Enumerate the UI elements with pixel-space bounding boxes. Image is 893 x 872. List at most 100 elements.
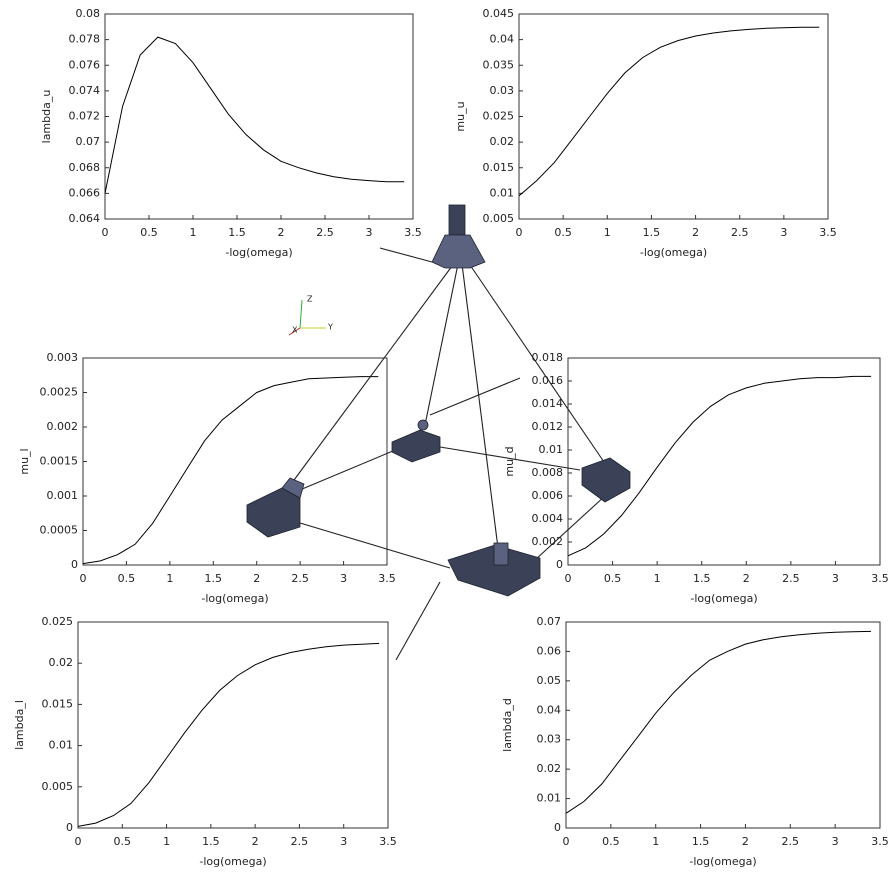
plot-frame [565,621,881,829]
x-tick-label: 2.5 [291,572,309,585]
y-tick-label: 0.05 [537,674,562,687]
y-tick-label: 0.018 [532,351,564,364]
line [567,375,872,557]
y-tick-label: 0.02 [49,656,74,669]
x-tick-label: 3.5 [819,226,837,239]
x-tick-label: 1.5 [693,572,711,585]
x-tick-label: 1 [166,572,173,585]
x-tick-label: 0 [565,572,572,585]
x-tick-label: 1 [604,226,611,239]
axis-label: X [292,326,298,335]
leader-line [379,247,433,263]
joint [246,487,301,538]
x-tick-label: 3 [340,572,347,585]
x-tick-label: 2 [278,226,285,239]
link [461,263,499,549]
joint [391,429,441,463]
axis-z [299,299,303,329]
y-axis-label: mu_l [18,448,31,474]
joint [448,204,466,236]
joint [431,234,486,269]
y-tick-label: 0.0015 [40,455,79,468]
x-tick-label: 3.5 [379,835,397,848]
x-tick-label: 0.5 [554,226,572,239]
y-tick-label: 0.016 [532,374,564,387]
y-tick-label: 0.064 [69,212,101,225]
x-tick-label: 3 [780,226,787,239]
line [565,630,872,814]
x-tick-label: 0.5 [140,226,158,239]
y-tick-label: 0.0025 [40,386,79,399]
x-tick-label: 1 [190,226,197,239]
y-tick-label: 0.008 [532,466,564,479]
x-tick-label: 1.5 [643,226,661,239]
y-tick-label: 0.003 [47,351,79,364]
x-tick-label: 1.5 [205,572,223,585]
y-axis-label: lambda_l [13,700,26,750]
x-axis-label: -log(omega) [640,246,707,259]
y-tick-label: 0.035 [483,58,515,71]
y-tick-label: 0.015 [42,697,74,710]
y-tick-label: 0.005 [483,212,515,225]
y-tick-label: 0.06 [537,644,562,657]
y-tick-label: 0.02 [537,762,562,775]
y-tick-label: 0.03 [490,84,515,97]
axis-x [288,327,301,336]
y-tick-label: 0.002 [532,535,564,548]
y-tick-label: 0.074 [69,84,101,97]
link [439,446,581,471]
x-tick-label: 3 [340,835,347,848]
x-tick-label: 2 [692,226,699,239]
y-tick-label: 0.02 [490,135,515,148]
y-tick-label: 0.07 [76,135,101,148]
y-tick-label: 0.03 [537,733,562,746]
y-tick-label: 0.01 [539,443,564,456]
x-tick-label: 3.5 [871,572,889,585]
x-tick-label: 2.5 [782,835,800,848]
x-tick-label: 2 [252,835,259,848]
y-tick-label: 0.015 [483,161,515,174]
x-axis-label: -log(omega) [201,592,268,605]
link [294,447,401,493]
axis-label: Z [307,295,313,304]
joint [417,419,429,431]
y-tick-label: 0.005 [42,780,74,793]
y-tick-label: 0.006 [532,489,564,502]
x-tick-label: 1 [163,835,170,848]
y-tick-label: 0 [71,558,78,571]
leader-line [395,581,441,661]
y-tick-label: 0.01 [49,739,74,752]
y-tick-label: 0 [554,821,561,834]
x-tick-label: 0 [563,835,570,848]
x-tick-label: 1.5 [692,835,710,848]
y-tick-label: 0.014 [532,397,564,410]
x-tick-label: 2.5 [316,226,334,239]
link [282,261,456,496]
x-tick-label: 1 [652,835,659,848]
line [77,642,380,827]
y-tick-label: 0.025 [483,110,515,123]
x-axis-label: -log(omega) [199,855,266,868]
x-tick-label: 3 [366,226,373,239]
x-tick-label: 2.5 [731,226,749,239]
joint [281,477,305,499]
axis-label: Y [327,323,333,332]
x-tick-label: 0.5 [114,835,132,848]
y-axis-label: mu_d [503,446,516,476]
x-tick-label: 2 [743,572,750,585]
y-tick-label: 0.068 [69,161,101,174]
x-tick-label: 3.5 [404,226,422,239]
leader-line [429,377,521,416]
x-tick-label: 1.5 [202,835,220,848]
y-tick-label: 0.004 [532,512,564,525]
robot-model: Z X Y [246,204,631,661]
joint [493,542,509,566]
x-tick-label: 2 [742,835,749,848]
plot-frame [104,13,414,220]
plot-frame [518,13,829,220]
link [534,494,607,561]
x-tick-label: 0 [516,226,523,239]
link [467,261,605,463]
x-axis-label: -log(omega) [225,246,292,259]
